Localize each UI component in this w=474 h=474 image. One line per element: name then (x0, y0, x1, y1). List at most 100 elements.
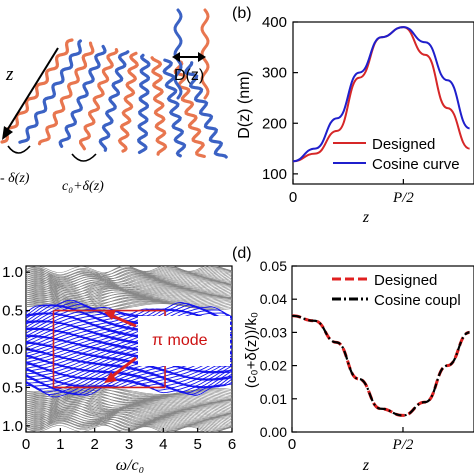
band-line (26, 418, 232, 429)
z-label: z (5, 64, 14, 85)
band-line (26, 278, 232, 293)
legend-designed-label: Designed (372, 136, 435, 153)
x-tick-label: 0 (22, 436, 30, 453)
helical-waveguide (117, 51, 139, 153)
legend-d-designed-label: Designed (374, 272, 437, 289)
helical-waveguide (162, 58, 187, 158)
band-line (26, 410, 232, 421)
band-line (26, 266, 232, 281)
band-line (26, 363, 232, 374)
waveguide-array-illustration (0, 8, 228, 159)
pi-mode-arrow-lower-head (104, 372, 117, 383)
band-line (26, 390, 232, 404)
right-brace (71, 153, 97, 162)
d-arrow-right-head (198, 52, 206, 62)
legend-cosine-label: Cosine curve (372, 156, 460, 173)
band-line (26, 415, 232, 423)
y-tick-label: 300 (262, 65, 287, 82)
helical-waveguide (79, 48, 119, 151)
pi-mode-label: π mode (152, 332, 208, 349)
y-tick-label: 0.5 (2, 303, 23, 320)
band-line (26, 276, 232, 291)
helical-waveguide (173, 59, 206, 158)
band-line (26, 369, 232, 380)
panel-d-label: (d) (232, 245, 252, 262)
d-label: D(z) (174, 67, 204, 84)
x-tick-label: 1 (56, 436, 64, 453)
helical-waveguide (137, 53, 151, 154)
band-line (26, 267, 232, 278)
band-line (26, 385, 232, 398)
y-tick-label: 1.0 (2, 264, 23, 281)
y-tick-label: 0.03 (260, 324, 287, 340)
helical-waveguide (98, 50, 130, 152)
y-tick-label: 200 (262, 115, 287, 132)
band-line (26, 277, 232, 288)
band-line (26, 296, 232, 310)
band-line (26, 277, 232, 285)
y-tick-label: 0.04 (260, 291, 287, 307)
series-line (291, 314, 470, 417)
helical-waveguide (184, 61, 228, 159)
x-tick-label: 6 (228, 436, 236, 453)
pi-mode-arrow-lower (109, 356, 137, 380)
band-line (26, 280, 232, 295)
panel-b-legend: Designed Cosine curve (333, 136, 460, 173)
panel-c-x-axis-label: ω/c₀ (116, 457, 144, 474)
y-tick-label: 0.5 (2, 379, 23, 396)
x-tick-label: 4 (159, 436, 167, 453)
panel-b-label: (b) (232, 5, 252, 22)
x-tick-label: 0 (289, 189, 297, 206)
z-arrow-head (2, 126, 13, 140)
pi-mode-arrow-upper (109, 313, 137, 328)
left-brace (7, 145, 31, 154)
x-tick-label: P/2 (392, 190, 414, 206)
band-line (26, 299, 232, 320)
legend-d-cosine-label: Cosine coupl (374, 292, 461, 309)
right-coupling-label: c₀+δ(z) (62, 179, 104, 194)
band-line (26, 405, 232, 420)
band-line (26, 408, 232, 419)
panel-d-legend: Designed Cosine coupl (332, 272, 461, 309)
band-line (26, 388, 232, 402)
pi-mode-annotation: π mode (104, 310, 230, 383)
z-axis-arrow (5, 47, 59, 133)
x-tick-label: 5 (193, 436, 201, 453)
helical-waveguide (37, 41, 95, 146)
band-line (26, 370, 232, 382)
y-tick-label: 0.05 (260, 258, 287, 274)
pi-mode-box (138, 316, 230, 366)
y-tick-label: 400 (262, 14, 287, 31)
y-tick-label: 0.01 (260, 391, 287, 407)
y-tick-label: 0.00 (260, 424, 287, 440)
band-line (26, 275, 232, 283)
band-line (26, 312, 232, 325)
helical-waveguide-detail (173, 8, 183, 100)
y-tick-label: 0.0 (2, 341, 23, 358)
y-tick-label: 100 (262, 166, 287, 183)
helical-waveguide-detail (200, 8, 210, 100)
panel-d-plot-area (291, 265, 474, 433)
d-arrow-left-head (172, 52, 180, 62)
band-line (26, 375, 232, 388)
y-tick-label: 0.02 (260, 358, 287, 374)
band-line (26, 381, 232, 396)
band-line (26, 363, 232, 373)
panel-d-y-axis-label: (c₀+δ(z))/k₀ (243, 312, 260, 388)
x-tick-label: 2 (90, 436, 98, 453)
helical-waveguide (18, 39, 82, 144)
band-line (26, 268, 232, 283)
band-line (26, 399, 232, 414)
band-line (26, 403, 232, 418)
series-line (291, 314, 471, 417)
panel-d-x-axis-label: z (362, 457, 370, 474)
x-tick-label: 0 (288, 436, 296, 453)
band-line (26, 377, 232, 390)
helical-waveguide (150, 56, 168, 156)
left-coupling-label: - δ(z) (0, 171, 30, 186)
band-line (26, 268, 232, 275)
band-line (26, 306, 232, 323)
band-line (26, 266, 232, 279)
band-line (26, 269, 232, 280)
band-line (26, 413, 232, 421)
